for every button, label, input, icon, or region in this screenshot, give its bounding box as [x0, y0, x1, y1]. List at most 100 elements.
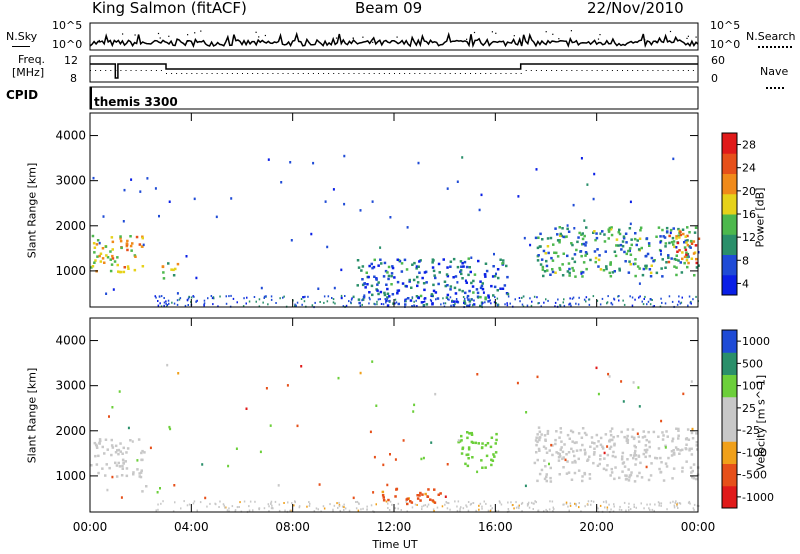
scatter-cell	[588, 298, 591, 301]
scatter-cell	[665, 430, 668, 433]
scatter-cell	[338, 505, 341, 508]
nave-dot	[495, 73, 497, 74]
scatter-cell	[602, 500, 605, 503]
scatter-cell	[467, 501, 470, 503]
noise-search-dot	[655, 42, 657, 44]
scatter-cell	[110, 453, 113, 457]
scatter-cell	[394, 302, 396, 305]
scatter-cell	[432, 259, 435, 262]
scatter-cell	[578, 506, 580, 509]
scatter-cell	[610, 226, 613, 229]
scatter-cell	[125, 451, 128, 454]
scatter-cell	[692, 298, 694, 301]
scatter-cell	[575, 449, 579, 452]
scatter-cell	[139, 190, 142, 193]
scatter-cell	[598, 254, 601, 257]
scatter-cell	[457, 439, 460, 442]
scatter-cell	[616, 435, 620, 438]
scatter-cell	[677, 227, 680, 231]
scatter-cell	[673, 265, 676, 268]
nave-dot	[297, 73, 299, 74]
scatter-cell	[597, 440, 600, 443]
scatter-cell	[323, 301, 325, 304]
scatter-cell	[322, 505, 325, 508]
scatter-cell	[613, 477, 616, 481]
scatter-cell	[176, 292, 179, 295]
scatter-cell	[231, 505, 234, 508]
scatter-cell	[375, 404, 378, 407]
scatter-cell	[369, 298, 371, 301]
scatter-cell	[466, 464, 470, 468]
scatter-cell	[697, 237, 701, 240]
scatter-cell	[99, 260, 103, 263]
scatter-cell	[570, 304, 572, 307]
scatter-cell	[573, 260, 577, 264]
scatter-cell	[291, 502, 293, 505]
scatter-cell	[405, 268, 409, 271]
scatter-cell	[509, 302, 511, 305]
scatter-cell	[647, 242, 651, 245]
scatter-cell	[329, 503, 331, 506]
scatter-cell	[115, 464, 119, 467]
scatter-cell	[468, 266, 471, 269]
scatter-cell	[676, 448, 680, 451]
scatter-cell	[389, 216, 392, 219]
velocity-colorbar-label: Velocity [m s^-1]	[754, 374, 768, 471]
scatter-cell	[554, 305, 556, 308]
scatter-cell	[593, 250, 597, 253]
scatter-cell	[481, 505, 483, 508]
noise-search-dot	[168, 35, 170, 37]
noise-tick-right-bottom: 10^0	[710, 38, 741, 51]
scatter-cell	[293, 504, 295, 507]
scatter-cell	[225, 302, 228, 305]
scatter-cell	[654, 456, 657, 460]
nave-dot	[662, 70, 664, 71]
scatter-cell	[681, 466, 684, 470]
scatter-cell	[362, 507, 364, 510]
y-tick-label: 4000	[55, 129, 86, 143]
nave-dot	[363, 73, 365, 74]
scatter-cell	[571, 297, 574, 300]
scatter-cell	[582, 261, 586, 264]
scatter-cell	[661, 258, 664, 261]
colorbar-tick-label: 16	[742, 208, 756, 221]
scatter-cell	[109, 258, 112, 261]
scatter-cell	[125, 244, 129, 248]
scatter-cell	[630, 435, 634, 439]
scatter-cell	[604, 433, 608, 436]
nave-dot	[277, 73, 279, 74]
scatter-cell	[274, 500, 277, 503]
scatter-cell	[460, 506, 462, 509]
scatter-cell	[629, 200, 632, 204]
scatter-cell	[599, 232, 602, 235]
scatter-cell	[518, 297, 521, 299]
scatter-cell	[140, 469, 143, 472]
colorbar-segment	[722, 214, 737, 235]
scatter-cell	[413, 403, 416, 407]
nave-dot	[616, 70, 618, 71]
scatter-cell	[135, 235, 139, 239]
scatter-cell	[607, 228, 610, 231]
scatter-cell	[484, 275, 487, 278]
scatter-cell	[535, 501, 537, 504]
scatter-cell	[155, 296, 157, 299]
scatter-cell	[243, 500, 246, 503]
scatter-cell	[577, 469, 581, 472]
scatter-cell	[415, 299, 417, 302]
scatter-cell	[442, 258, 445, 261]
scatter-cell	[546, 245, 550, 248]
scatter-cell	[675, 246, 678, 249]
scatter-cell	[506, 302, 508, 305]
scatter-cell	[460, 272, 463, 276]
scatter-cell	[397, 258, 401, 262]
scatter-cell	[317, 508, 319, 511]
scatter-cell	[606, 464, 609, 467]
nave-dot	[257, 73, 259, 74]
scatter-cell	[422, 504, 425, 507]
noise-tick-right-top: 10^5	[710, 19, 741, 32]
scatter-cell	[463, 302, 465, 304]
scatter-cell	[124, 460, 127, 463]
scatter-cell	[649, 508, 651, 511]
scatter-cell	[623, 250, 626, 254]
scatter-cell	[127, 267, 130, 270]
